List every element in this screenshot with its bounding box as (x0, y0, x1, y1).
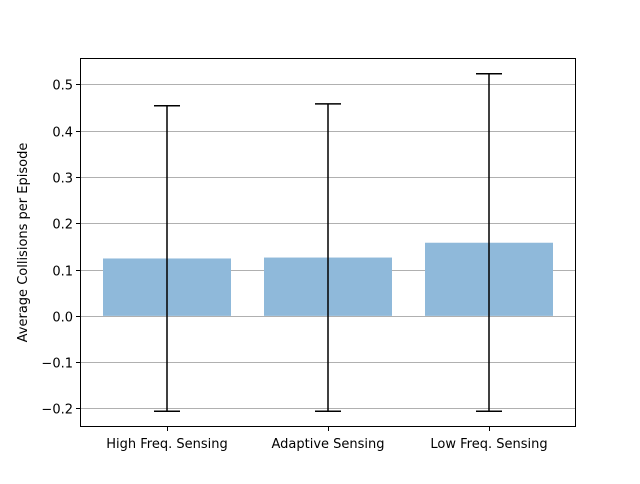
x-tick-label: High Freq. Sensing (106, 437, 227, 452)
x-tick-label: Adaptive Sensing (271, 437, 384, 452)
x-ticks: High Freq. Sensing Adaptive Sensing Low Fr… (106, 427, 548, 452)
y-tick-label: 0.2 (52, 218, 73, 233)
y-tick-label: 0.0 (52, 311, 73, 326)
y-tick-label: 0.5 (52, 79, 73, 94)
y-tick-label: −0.2 (41, 403, 73, 418)
y-ticks: −0.2 −0.1 0.0 0.1 0.2 0.3 0.4 0.5 (41, 79, 80, 418)
y-axis-label: Average Collisions per Episode (16, 143, 31, 343)
x-tick-label: Low Freq. Sensing (430, 437, 547, 452)
y-tick-label: 0.3 (52, 172, 73, 187)
y-tick-label: −0.1 (41, 357, 73, 372)
plot-frame (80, 58, 576, 427)
error-bars (154, 72, 502, 413)
y-tick-label: 0.1 (52, 265, 73, 280)
y-tick-label: 0.4 (52, 126, 73, 141)
